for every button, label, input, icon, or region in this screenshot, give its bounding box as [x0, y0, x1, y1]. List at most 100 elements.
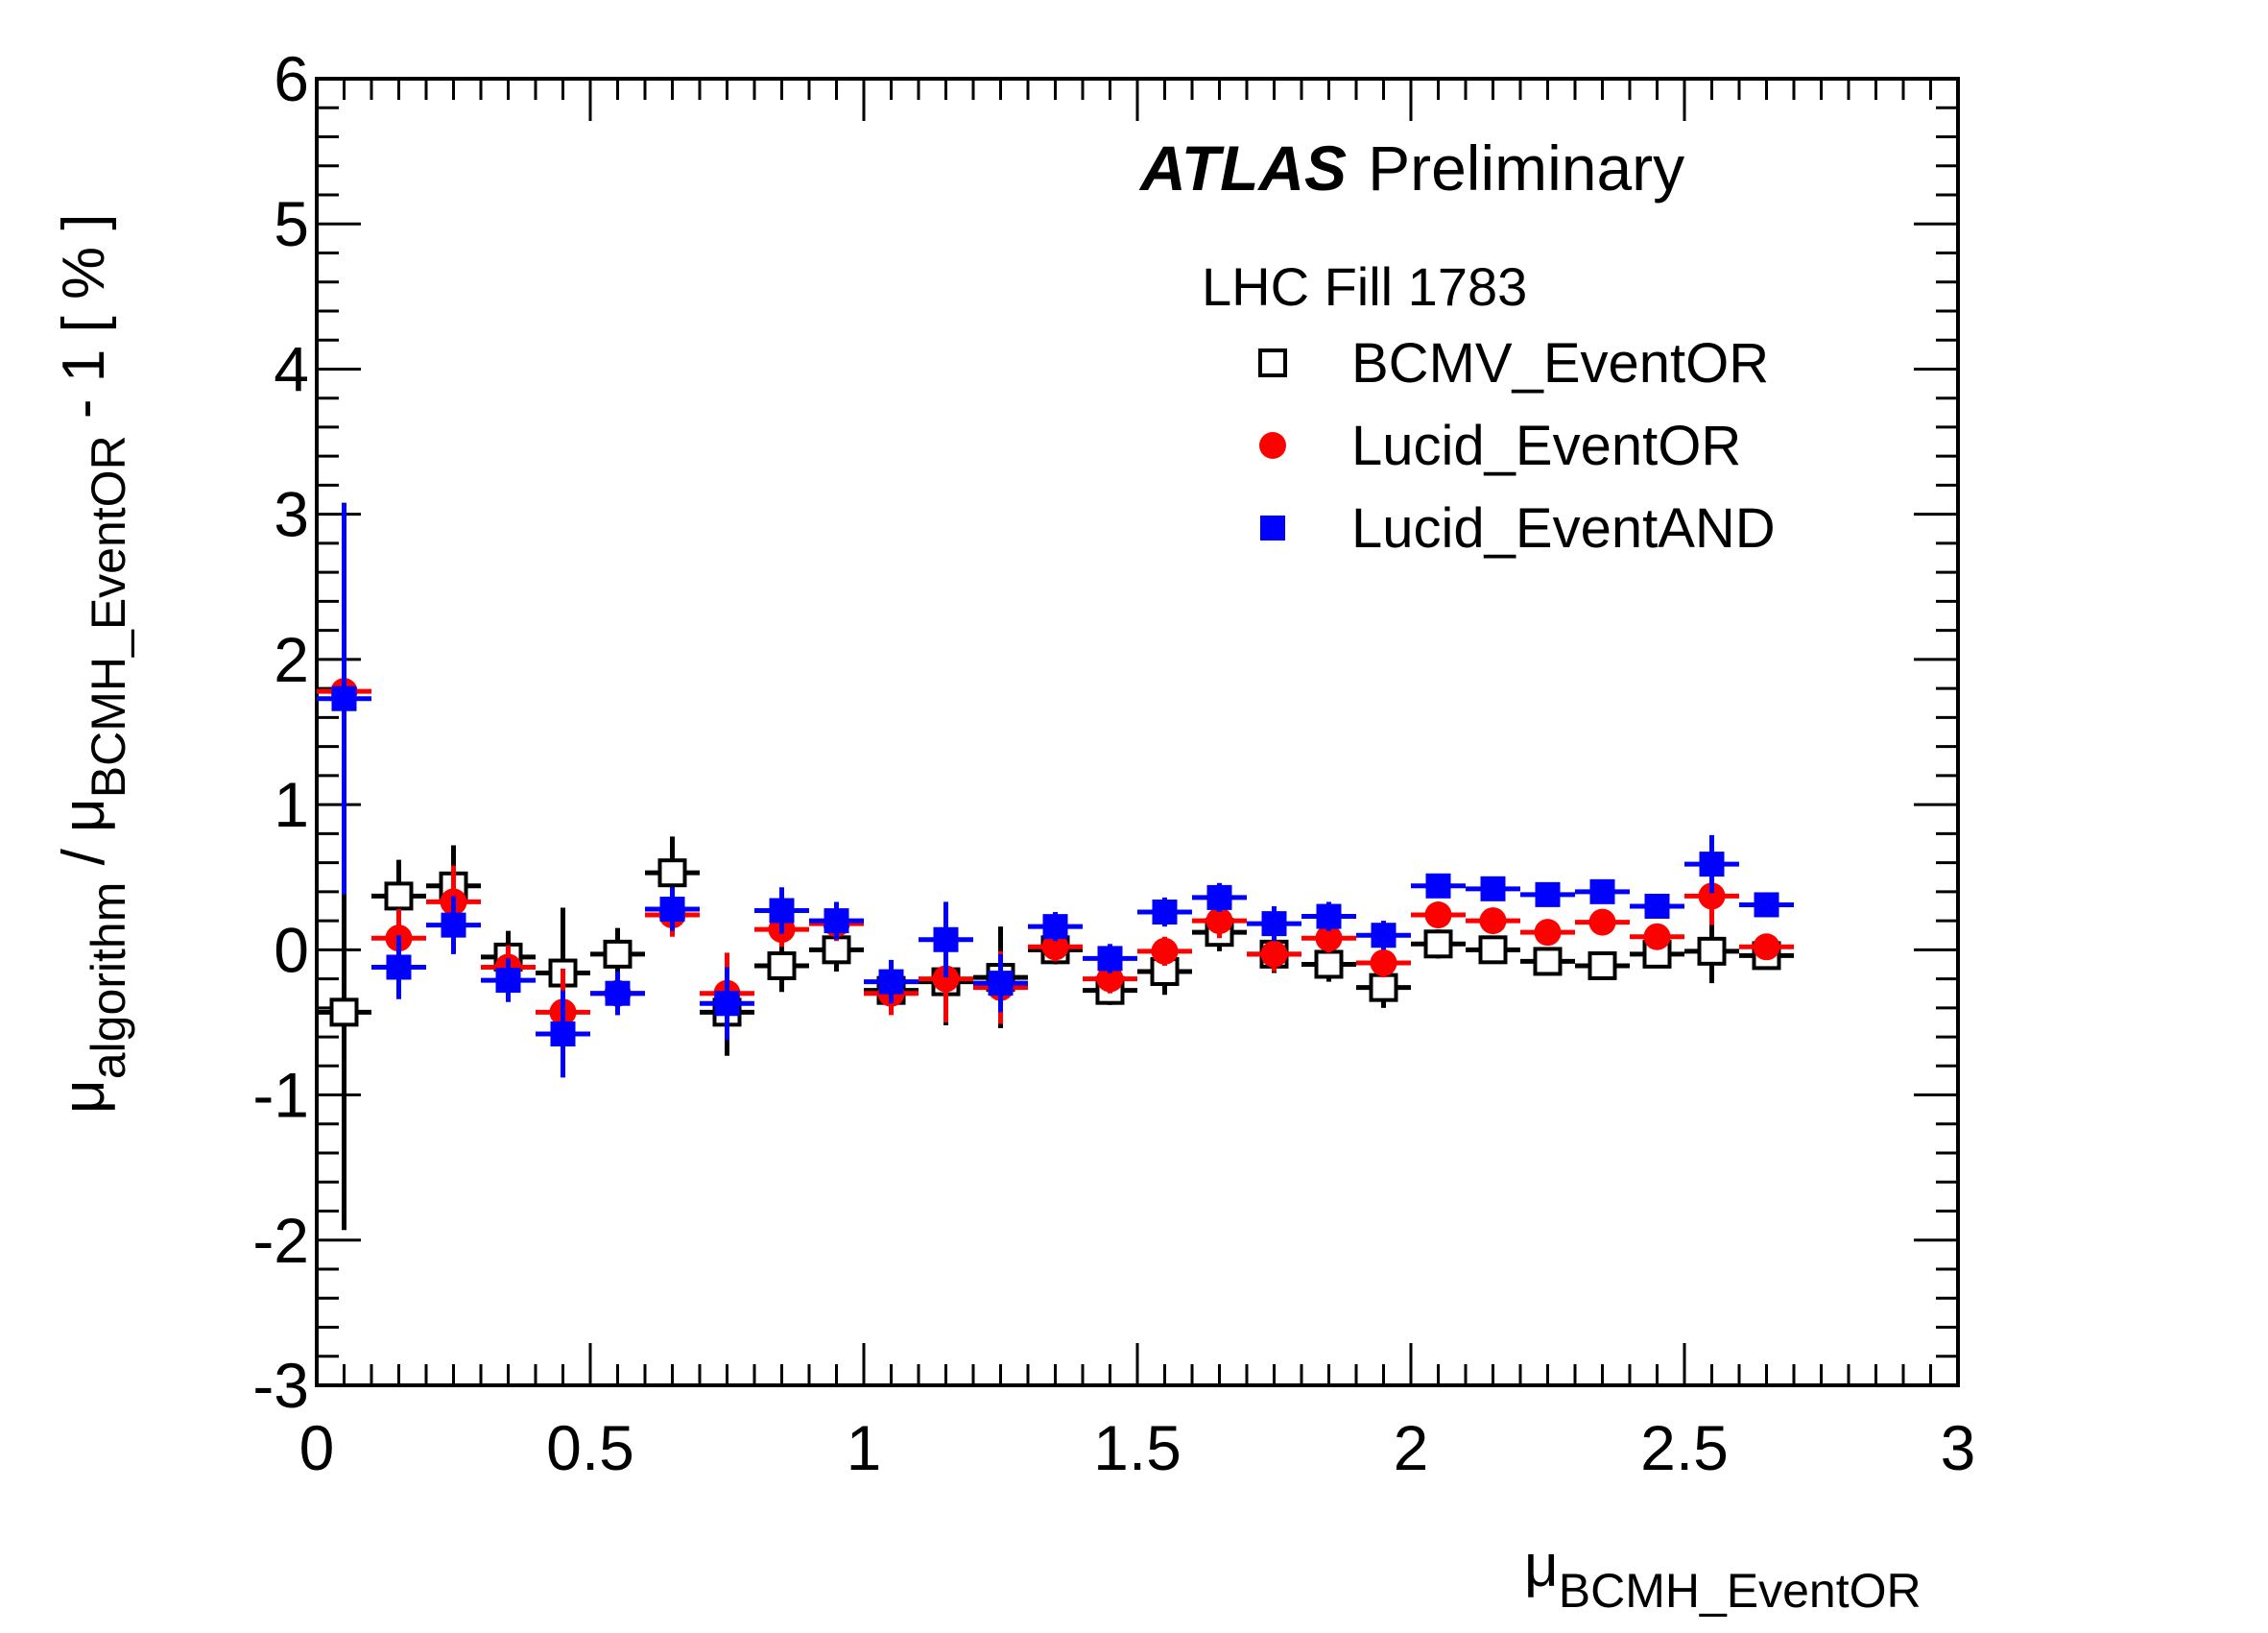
legend-label: Lucid_EventAND [1351, 497, 1776, 560]
legend-label: BCMV_EventOR [1351, 332, 1769, 395]
data-point [769, 898, 795, 924]
x-tick-label: 1.5 [1093, 1412, 1182, 1483]
legend-marker [1259, 432, 1286, 459]
data-point [1588, 950, 1617, 980]
data-point [824, 908, 849, 934]
data-point [1369, 973, 1398, 1002]
data-point [1425, 873, 1451, 899]
x-axis-title: μBCMH_EventOR [1524, 1533, 1922, 1618]
y-tick-label: 3 [274, 479, 309, 550]
y-axis-title-mu1: μ [51, 1079, 117, 1114]
y-tick-label: 6 [274, 43, 309, 114]
data-point [384, 881, 414, 911]
y-axis-title-sub2: BCMH_EventOR [82, 435, 135, 798]
data-point [933, 926, 959, 952]
data-point [1261, 911, 1287, 937]
data-point [822, 935, 851, 965]
data-point [1535, 881, 1561, 907]
y-tick-label: 5 [274, 188, 309, 259]
data-point [1478, 935, 1508, 965]
x-tick-label: 0 [299, 1412, 335, 1483]
data-point [329, 997, 359, 1027]
axes-group: 0 0.5 1 1.5 2 2.5 3 -3 -2 -1 0 1 2 3 4 5 6 [252, 43, 1975, 1483]
data-point [932, 965, 960, 993]
data-point [1533, 947, 1563, 976]
x-tick-label: 2.5 [1640, 1412, 1729, 1483]
data-point [714, 991, 740, 1017]
data-point [1096, 965, 1124, 993]
data-point [1151, 937, 1179, 965]
data-point [1315, 925, 1343, 952]
data-point [1206, 884, 1232, 910]
data-point [878, 969, 904, 995]
x-tick-label: 2 [1394, 1412, 1429, 1483]
y-axis-title: μalgorithm / μBCMH_EventOR - 1 [ % ] [51, 213, 135, 1114]
data-point [1698, 882, 1726, 910]
data-point [331, 685, 357, 711]
x-tick-label: 0.5 [546, 1412, 634, 1483]
data-point [386, 954, 412, 980]
y-tick-label: 0 [274, 914, 309, 985]
y-tick-label: -1 [252, 1060, 309, 1131]
y-tick-label: 4 [274, 333, 309, 404]
data-point [1754, 892, 1779, 918]
data-point [1753, 933, 1780, 961]
y-tick-label: -3 [252, 1350, 309, 1421]
data-point [1316, 903, 1342, 929]
y-axis-title-sub1: algorithm [82, 882, 135, 1080]
data-point [659, 896, 685, 922]
data-point [1479, 907, 1507, 935]
data-point [1534, 919, 1562, 947]
x-tick-label: 3 [1941, 1412, 1976, 1483]
data-point [1097, 946, 1123, 972]
data-point [1424, 901, 1452, 929]
data-point [495, 968, 521, 994]
series-lucid-eventand [317, 502, 1794, 1078]
legend-marker [1260, 516, 1285, 540]
atlas-label: ATLAS Preliminary [1138, 132, 1684, 204]
data-point [1699, 852, 1725, 877]
atlas-bold-text: ATLAS [1138, 132, 1347, 204]
atlas-preliminary-text: Preliminary [1368, 132, 1684, 204]
data-point [1370, 949, 1397, 976]
x-axis-title-base: μ [1524, 1533, 1559, 1599]
y-tick-label: 2 [274, 624, 309, 695]
data-point [988, 971, 1014, 997]
data-point [441, 912, 466, 938]
x-tick-label: 1 [847, 1412, 882, 1483]
legend-label: Lucid_EventOR [1351, 415, 1741, 477]
data-point [1588, 908, 1616, 936]
data-point [605, 980, 631, 1006]
y-axis-title-tail: - 1 [ % ] [51, 213, 117, 435]
y-tick-label: 1 [274, 769, 309, 840]
x-axis-title-sub: BCMH_EventOR [1559, 1564, 1922, 1618]
data-point [1206, 907, 1233, 935]
data-point [1371, 923, 1397, 949]
data-point [1697, 936, 1727, 966]
data-group [317, 502, 1794, 1231]
data-point [1643, 923, 1671, 950]
data-point [1423, 929, 1453, 959]
data-point [550, 1021, 576, 1047]
data-point [1042, 914, 1068, 940]
data-point [767, 950, 797, 980]
y-axis-title-mu2: μ [51, 798, 117, 832]
data-point [1644, 893, 1670, 919]
legend-title: LHC Fill 1783 [1202, 256, 1527, 317]
data-point [1480, 876, 1506, 901]
data-point [1152, 900, 1178, 925]
data-point [603, 939, 633, 969]
legend-marker [1258, 348, 1287, 377]
data-point [1260, 940, 1288, 968]
data-point [1041, 933, 1069, 961]
legend: LHC Fill 1783 BCMV_EventOR Lucid_EventOR L… [1202, 256, 1776, 560]
data-point [1589, 878, 1615, 904]
data-point [1314, 949, 1344, 979]
legend-entries: BCMV_EventOR Lucid_EventOR Lucid_EventAND [1258, 332, 1776, 560]
data-point [657, 858, 687, 888]
y-axis-title-slash: / [51, 832, 117, 882]
y-tick-label: -2 [252, 1205, 309, 1276]
